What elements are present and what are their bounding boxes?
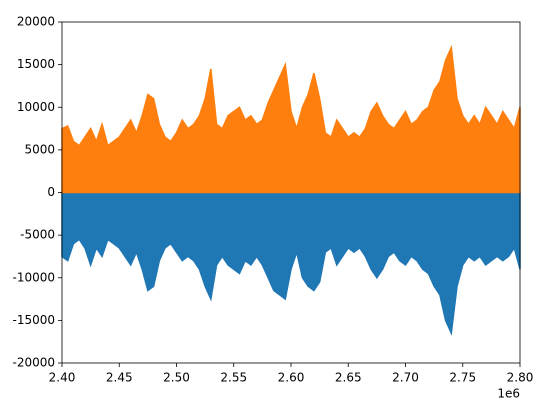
x-tick-label: 2.70 (392, 371, 419, 385)
y-tick-label: -5000 (20, 228, 55, 242)
y-tick-label: 0 (47, 185, 55, 199)
x-tick-label: 2.60 (278, 371, 305, 385)
x-tick-label: 2.75 (449, 371, 476, 385)
area-series (61, 44, 521, 194)
y-tick-label: -10000 (12, 270, 55, 284)
x-tick-label: 2.80 (507, 371, 534, 385)
x-tick-label: 2.50 (163, 371, 190, 385)
x-offset-label: 1e6 (497, 387, 520, 401)
y-tick-label: -15000 (12, 313, 55, 327)
y-tick-label: 10000 (17, 100, 55, 114)
x-tick-label: 2.65 (335, 371, 362, 385)
y-tick-label: -20000 (12, 356, 55, 370)
x-tick-label: 2.40 (49, 371, 76, 385)
x-tick-label: 2.45 (106, 371, 133, 385)
area-series (61, 191, 521, 336)
y-tick-label: 20000 (17, 15, 55, 29)
y-tick-label: 5000 (24, 142, 55, 156)
y-tick-label: 15000 (17, 57, 55, 71)
x-tick-label: 2.55 (220, 371, 247, 385)
